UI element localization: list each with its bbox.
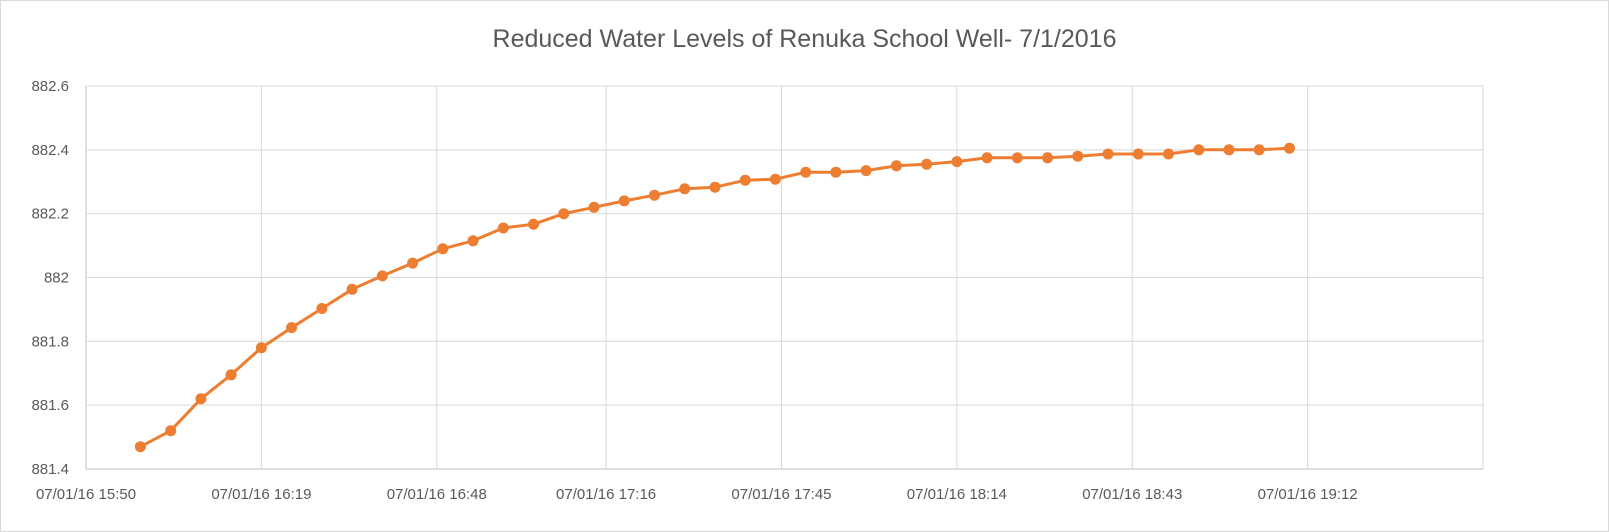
x-tick-label: 07/01/16 16:19	[211, 486, 311, 503]
x-tick-label: 07/01/16 19:12	[1258, 486, 1358, 503]
x-tick-label: 07/01/16 15:50	[36, 486, 136, 503]
data-point	[255, 342, 267, 354]
data-point	[437, 243, 449, 255]
data-point	[558, 208, 570, 220]
data-point	[890, 160, 902, 172]
data-point	[316, 303, 328, 314]
x-tick-label: 07/01/16 17:16	[556, 486, 656, 503]
x-tick-label: 07/01/16 17:45	[731, 486, 831, 503]
data-point	[981, 152, 993, 164]
data-point	[830, 166, 842, 178]
y-axis-labels: 881.4 881.6 881.8 882 882.2 882.4 882.6	[31, 78, 69, 478]
data-point	[1042, 152, 1054, 164]
series-line	[139, 146, 1290, 449]
data-point	[225, 369, 237, 381]
data-point	[1072, 150, 1084, 162]
horizontal-gridlines	[86, 85, 1483, 470]
data-point	[1011, 152, 1023, 164]
data-points	[134, 142, 1295, 453]
data-point	[1102, 148, 1114, 160]
x-tick-label: 07/01/16 16:48	[387, 486, 487, 503]
y-tick-label: 881.8	[31, 333, 69, 350]
data-point	[860, 165, 872, 177]
data-point	[1284, 142, 1295, 154]
data-point	[134, 441, 146, 453]
data-point	[709, 181, 721, 193]
data-point	[165, 425, 177, 437]
y-tick-label: 882.6	[31, 78, 69, 95]
x-tick-label: 07/01/16 18:43	[1082, 486, 1182, 503]
data-point	[921, 158, 933, 170]
data-point	[1132, 148, 1144, 160]
data-point	[346, 283, 358, 295]
y-tick-label: 882	[44, 270, 69, 287]
y-tick-label: 881.4	[31, 461, 69, 478]
data-point	[1163, 148, 1174, 160]
data-point	[800, 166, 812, 178]
data-point	[951, 156, 963, 168]
data-point	[769, 173, 781, 185]
data-point	[649, 189, 660, 201]
data-point	[195, 393, 207, 405]
data-point	[588, 201, 600, 213]
data-point	[407, 257, 419, 269]
y-tick-label: 882.4	[31, 142, 69, 159]
x-tick-label: 07/01/16 18:14	[907, 486, 1007, 503]
data-point	[1193, 144, 1205, 156]
data-point	[528, 218, 539, 230]
data-point	[618, 195, 630, 207]
data-point	[286, 322, 298, 334]
y-tick-label: 882.2	[31, 206, 69, 223]
data-point	[1223, 144, 1235, 156]
data-point	[1253, 144, 1265, 156]
chart-title: Reduced Water Levels of Renuka School We…	[492, 25, 1117, 53]
y-tick-label: 881.6	[31, 397, 69, 414]
data-point	[739, 174, 751, 186]
data-point	[497, 222, 509, 234]
x-axis-labels: 07/01/16 15:50 07/01/16 16:19 07/01/16 16:…	[36, 486, 1358, 503]
data-point	[679, 183, 691, 195]
data-point	[467, 235, 479, 247]
data-point	[376, 270, 388, 282]
